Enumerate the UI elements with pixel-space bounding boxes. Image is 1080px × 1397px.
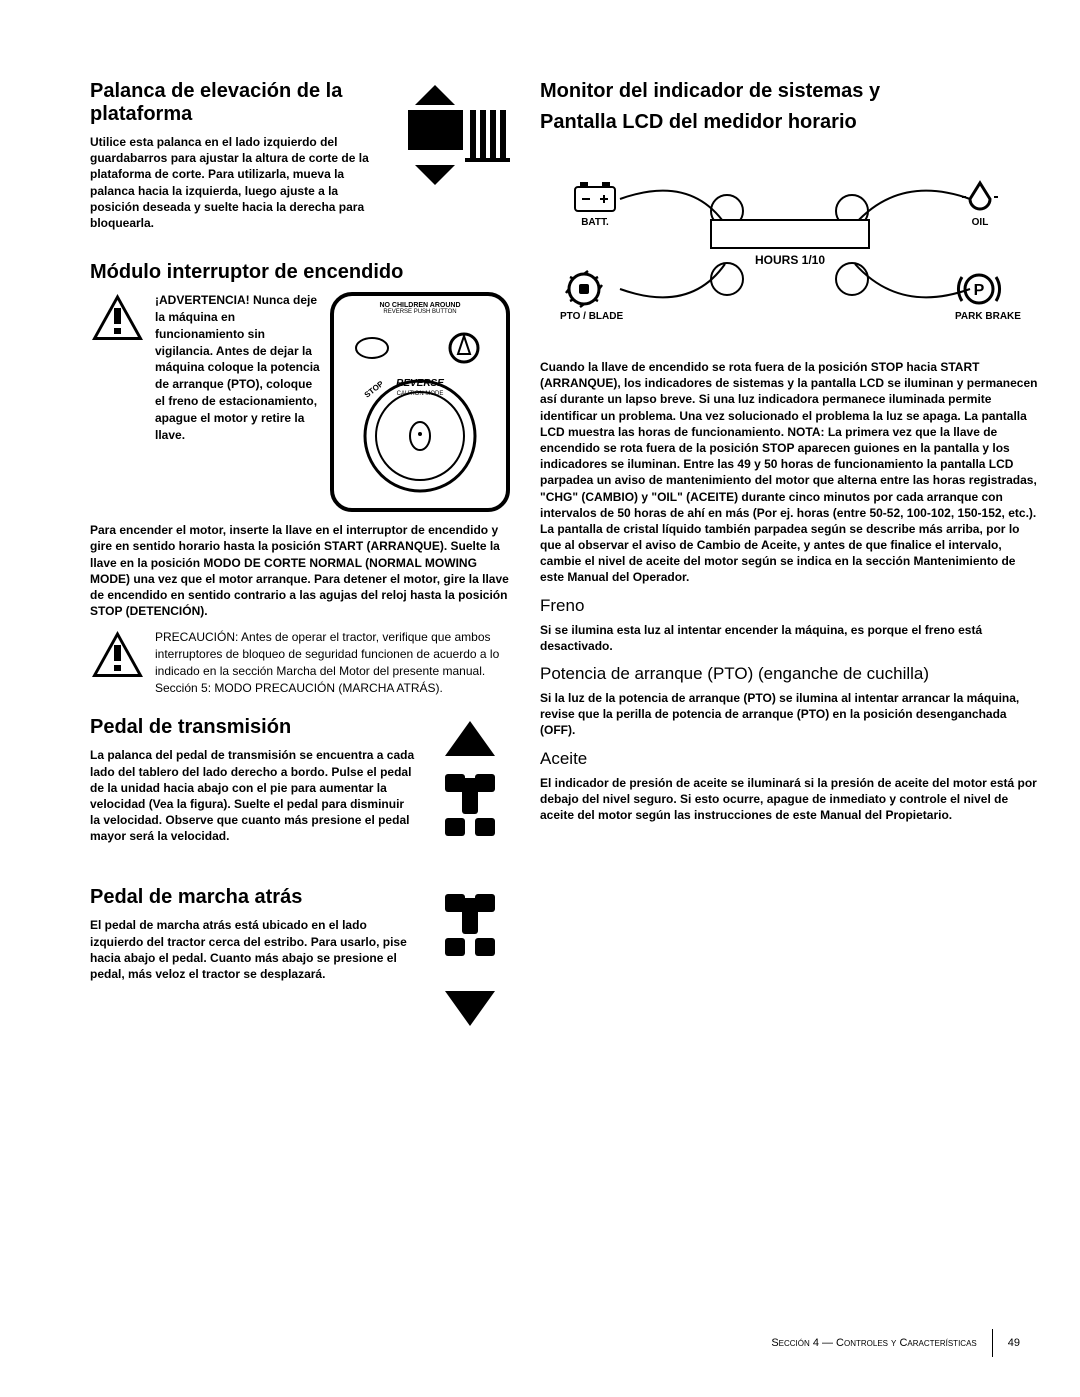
sub-heading-pto: Potencia de arranque (PTO) (enganche de … (540, 664, 1040, 684)
warn-title-2: PRECAUCIÓN: (155, 630, 238, 644)
label-oil: OIL (960, 217, 1000, 228)
section-deck-lift: Palanca de elevación de la plataforma Ut… (90, 80, 510, 241)
heading-ignition: Módulo interruptor de encendido (90, 261, 510, 284)
sub-heading-oil: Aceite (540, 749, 1040, 769)
warning-ignition-text: ¡ADVERTENCIA! Nunca deje la máquina en f… (155, 292, 320, 512)
label-brake: PARK BRAKE (955, 311, 1021, 322)
label-batt: BATT. (570, 217, 620, 228)
svg-text:REVERSE: REVERSE (396, 378, 444, 389)
heading-monitor-2: Pantalla LCD del medidor horario (540, 111, 1040, 134)
deck-lift-icon (400, 80, 510, 190)
heading-deck-lift: Palanca de elevación de la plataforma (90, 80, 385, 126)
body-ignition: Para encender el motor, inserte la llave… (90, 522, 510, 619)
sub-body-freno: Si se ilumina esta luz al intentar encen… (540, 622, 1040, 654)
warn-body-1: Nunca deje la máquina en funcionamiento … (155, 293, 320, 441)
warning-triangle-icon (90, 292, 145, 512)
svg-text:P: P (974, 282, 985, 299)
section-reverse-pedal: Pedal de marcha atrás El pedal de marcha… (90, 886, 510, 1036)
heading-monitor-1: Monitor del indicador de sistemas y (540, 80, 1040, 103)
warn-title-1: ¡ADVERTENCIA! (155, 293, 250, 307)
footer-section-text: Sección 4 — Controles y Características (771, 1337, 976, 1349)
warning-triangle-icon-2 (90, 629, 145, 696)
indicator-panel: BATT. OIL HOURS 1/10 (540, 144, 1040, 344)
pto-icon (560, 269, 608, 309)
indicator-light-bl (710, 262, 744, 296)
sub-body-pto: Si la luz de la potencia de arranque (PT… (540, 690, 1040, 739)
ignition-top-line-2: REVERSE PUSH BUTTON (334, 309, 506, 315)
battery-icon (570, 179, 620, 215)
hours-display (710, 219, 870, 249)
sub-heading-freno: Freno (540, 596, 1040, 616)
park-brake-icon: P (955, 269, 1003, 309)
label-pto: PTO / BLADE (560, 311, 623, 322)
heading-drive-pedal: Pedal de transmisión (90, 716, 415, 739)
heading-reverse-pedal: Pedal de marcha atrás (90, 886, 415, 909)
caution-text: PRECAUCIÓN: Antes de operar el tractor, … (155, 629, 510, 696)
svg-text:CAUTION MODE: CAUTION MODE (397, 391, 444, 397)
page-number: 49 (1008, 1337, 1020, 1349)
body-deck-lift: Utilice esta palanca en el lado izquierd… (90, 134, 385, 231)
oil-icon (960, 179, 1000, 215)
footer-divider (992, 1329, 993, 1357)
sub-body-oil: El indicador de presión de aceite se ilu… (540, 775, 1040, 824)
section-ignition: Módulo interruptor de encendido ¡ADVERTE… (90, 261, 510, 696)
reverse-pedal-icon (430, 886, 510, 1036)
section-drive-pedal: Pedal de transmisión La palanca del peda… (90, 716, 510, 866)
indicator-light-br (835, 262, 869, 296)
body-monitor-main: Cuando la llave de encendido se rota fue… (540, 359, 1040, 586)
body-drive-pedal: La palanca del pedal de transmisión se e… (90, 747, 415, 844)
body-reverse-pedal: El pedal de marcha atrás está ubicado en… (90, 917, 415, 982)
ignition-panel-figure: NO CHILDREN AROUND REVERSE PUSH BUTTON R… (330, 292, 510, 512)
page-footer: Sección 4 — Controles y Características … (771, 1329, 1020, 1357)
ignition-top-line: NO CHILDREN AROUND (334, 296, 506, 309)
forward-pedal-icon (430, 716, 510, 866)
